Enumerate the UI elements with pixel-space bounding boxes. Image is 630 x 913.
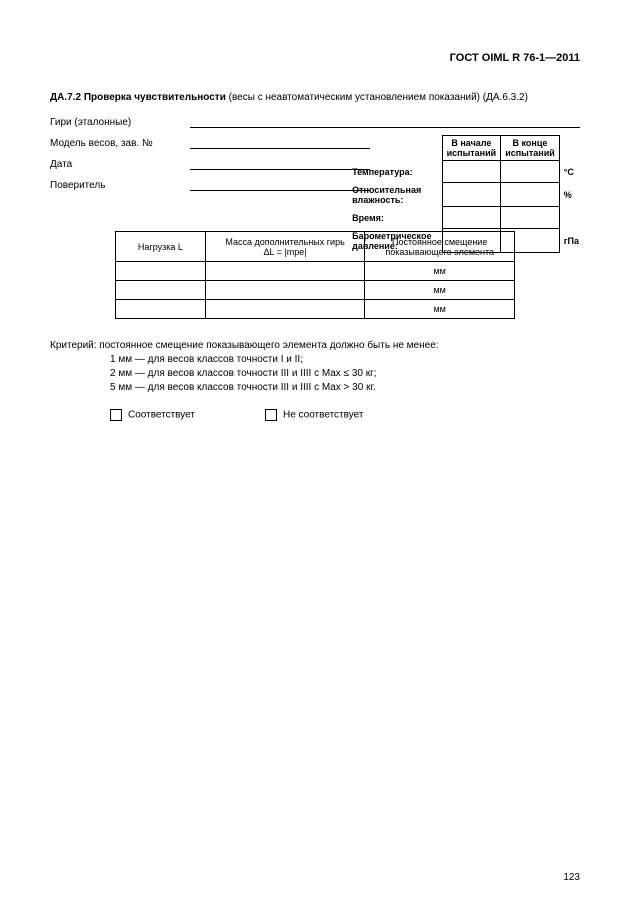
label-weights: Гири (эталонные) [50,117,190,128]
cell-mass [205,281,365,300]
section-title-rest: (весы с неавтоматическим установлением п… [226,92,528,103]
cell-mass [205,262,365,281]
label-model: Модель весов, зав. № [50,138,190,149]
section-number: ДА.7.2 [50,92,84,103]
criteria-line-3: 5 мм — для весов классов точности III и … [50,381,580,395]
document-header: ГОСТ OIML R 76-1—2011 [50,52,580,64]
section-title-bold: Проверка чувствительности [84,92,226,103]
checkbox-icon[interactable] [110,409,122,421]
env-label-time: Время: [352,207,442,229]
line-weights [190,127,580,128]
check-fail[interactable]: Не соответствует [265,409,363,421]
info-row-weights: Гири (эталонные) [50,117,580,128]
env-cell [442,161,501,183]
env-cell [442,229,501,253]
env-unit-time [559,207,580,229]
env-cell [442,207,501,229]
col-mass: Масса дополнительных гирь ΔL = |mpe| [205,232,365,262]
line-date [190,169,370,170]
table-row: мм [116,300,515,319]
cell-load [116,262,206,281]
check-pass-label: Соответствует [128,410,195,421]
table-row: мм [116,281,515,300]
env-unit-temperature: °C [559,161,580,183]
checkbox-icon[interactable] [265,409,277,421]
env-label-pressure: Барометрическое давление: [352,229,442,253]
env-label-temperature: Температура: [352,161,442,183]
env-cell [501,183,560,207]
env-cell [501,161,560,183]
check-pass[interactable]: Соответствует [110,409,195,421]
compliance-checks: Соответствует Не соответствует [50,409,580,421]
cell-offset: мм [365,262,515,281]
env-row-humidity: Относительная влажность: % [352,183,580,207]
env-col-start: В начале испытаний [442,136,501,161]
environment-table: В начале испытаний В конце испытаний Тем… [352,135,580,253]
env-col-end: В конце испытаний [501,136,560,161]
cell-load [116,300,206,319]
label-verifier: Поверитель [50,180,190,191]
criteria-lead: Критерий: постоянное смещение показывающ… [50,339,580,353]
env-cell [442,183,501,207]
criteria-block: Критерий: постоянное смещение показывающ… [50,339,580,395]
info-block: Гири (эталонные) Модель весов, зав. № Да… [50,117,580,191]
label-date: Дата [50,159,190,170]
env-unit-pressure: гПа [559,229,580,253]
cell-offset: мм [365,300,515,319]
cell-offset: мм [365,281,515,300]
table-row: мм [116,262,515,281]
check-fail-label: Не соответствует [283,410,363,421]
col-load: Нагрузка L [116,232,206,262]
criteria-line-1: 1 мм — для весов классов точности I и II… [50,353,580,367]
env-label-humidity: Относительная влажность: [352,183,442,207]
env-header-row: В начале испытаний В конце испытаний [352,136,580,161]
criteria-line-2: 2 мм — для весов классов точности III и … [50,367,580,381]
cell-mass [205,300,365,319]
env-unit-humidity: % [559,183,580,207]
page: ГОСТ OIML R 76-1—2011 ДА.7.2 Проверка чу… [0,0,630,913]
env-row-time: Время: [352,207,580,229]
section-title: ДА.7.2 Проверка чувствительности (весы с… [50,92,580,103]
env-cell [501,207,560,229]
page-number: 123 [563,872,580,883]
env-row-pressure: Барометрическое давление: гПа [352,229,580,253]
environment-block: В начале испытаний В конце испытаний Тем… [352,135,580,253]
env-cell [501,229,560,253]
cell-load [116,281,206,300]
line-model [190,148,370,149]
env-row-temperature: Температура: °C [352,161,580,183]
line-verifier [190,190,370,191]
